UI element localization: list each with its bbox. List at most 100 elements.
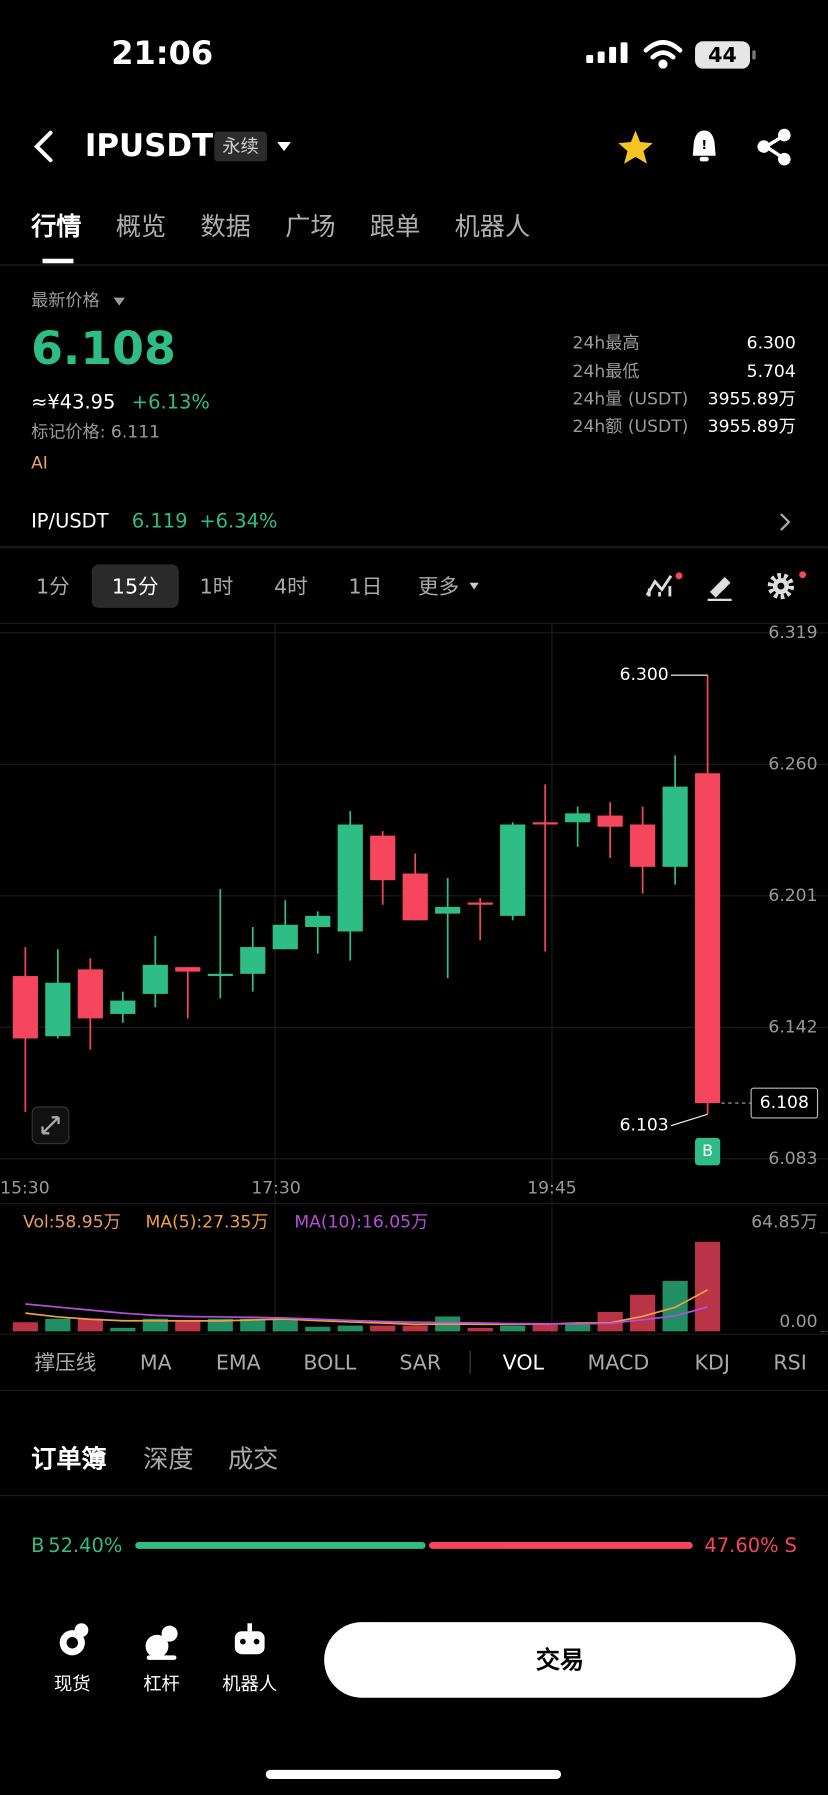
divider <box>0 1203 828 1205</box>
spot-pair[interactable]: IP/USDT <box>31 510 109 533</box>
volume-tick-label: 0.00 <box>779 1312 817 1332</box>
margin-icon[interactable] <box>145 1625 178 1660</box>
interval[interactable]: 4时 <box>274 574 308 598</box>
indicator[interactable]: MACD <box>587 1350 649 1374</box>
y-tick-label: 6.319 <box>768 623 817 643</box>
share-button[interactable] <box>757 128 791 166</box>
volume-bar <box>110 1327 136 1332</box>
interval[interactable]: 1分 <box>36 574 70 598</box>
price-change: +6.13% <box>132 390 210 413</box>
candle-body <box>12 976 38 1039</box>
stat-label: 24h量 (USDT) <box>573 390 689 410</box>
indicator-separator <box>469 1350 471 1374</box>
tab[interactable]: 跟单 <box>370 212 420 241</box>
settings-icon[interactable] <box>767 571 807 600</box>
volume-bar <box>337 1325 363 1332</box>
nav-label[interactable]: 机器人 <box>222 1674 277 1695</box>
spot-change: +6.34% <box>199 510 277 533</box>
spot-chevron[interactable] <box>780 513 791 531</box>
volume-bar <box>370 1325 396 1332</box>
indicator[interactable]: RSI <box>773 1350 806 1374</box>
chart-top-border <box>0 622 828 624</box>
symbol-dropdown[interactable] <box>277 141 291 152</box>
interval[interactable]: 15分 <box>112 574 159 598</box>
candle-body <box>565 813 591 823</box>
svg-text:!: ! <box>701 137 707 152</box>
orderbook-tab[interactable]: 深度 <box>143 1445 193 1474</box>
orderbook-tab[interactable]: 订单簿 <box>31 1445 107 1474</box>
bottom-nav: 现货 杠杆 机器人 <box>54 1674 277 1695</box>
y-tick-label: 6.260 <box>768 754 817 774</box>
favorite-star[interactable] <box>618 130 653 164</box>
candle-body <box>45 982 71 1037</box>
sell-tag: S <box>785 1534 797 1557</box>
low-label: 6.103 <box>620 1116 669 1136</box>
nav-label[interactable]: 杠杆 <box>143 1674 180 1695</box>
indicator-icon[interactable] <box>645 572 683 597</box>
symbol[interactable]: IPUSDT <box>85 128 213 164</box>
price-label-dropdown[interactable] <box>113 297 125 306</box>
more-dropdown[interactable] <box>469 582 479 590</box>
tab[interactable]: 数据 <box>201 212 251 241</box>
indicator[interactable]: KDJ <box>694 1350 729 1374</box>
battery-tip <box>752 50 756 60</box>
indicator[interactable]: SAR <box>399 1350 441 1374</box>
orderbook-tabs: 订单簿 深度 成交 <box>31 1445 278 1474</box>
high-label: 6.300 <box>620 665 669 685</box>
candle-body <box>207 973 233 977</box>
stat-value: 3955.89万 <box>708 417 796 437</box>
tab[interactable]: 概览 <box>116 212 166 241</box>
bot-icon[interactable] <box>234 1623 265 1655</box>
interval[interactable]: 更多 <box>418 574 459 598</box>
spot-icon[interactable] <box>59 1623 89 1656</box>
volume-tick-label: 64.85万 <box>751 1213 817 1233</box>
indicator[interactable]: MA <box>140 1350 172 1374</box>
tab[interactable]: 机器人 <box>455 212 531 241</box>
divider <box>0 1333 828 1335</box>
last-price-tag: 6.108 <box>760 1093 809 1113</box>
volume-bar <box>77 1318 103 1332</box>
active-tab-underline <box>42 258 74 264</box>
interval[interactable]: 1时 <box>200 574 234 598</box>
candle-body <box>435 906 461 914</box>
volume-bar <box>597 1311 623 1332</box>
trade-button-label[interactable]: 交易 <box>536 1646 584 1674</box>
back-button[interactable] <box>33 130 53 163</box>
indicator[interactable]: EMA <box>216 1350 261 1374</box>
stat-label: 24h额 (USDT) <box>573 417 689 437</box>
home-indicator <box>265 1769 562 1779</box>
divider <box>0 1389 828 1391</box>
buy-tag: B <box>31 1534 44 1557</box>
alert-bell[interactable]: ! <box>692 130 716 162</box>
volume-bar <box>467 1327 493 1332</box>
trade-button[interactable] <box>324 1622 796 1698</box>
nav-label[interactable]: 现货 <box>54 1674 91 1695</box>
interval-bar: 1分 15分 1时 4时 1日 更多 <box>36 574 459 598</box>
candle-body <box>597 815 623 827</box>
volume-legend: MA(10):16.05万 <box>294 1213 428 1233</box>
volume-bar <box>240 1318 266 1332</box>
tab[interactable]: 行情 <box>30 212 81 241</box>
candle-body <box>240 947 266 974</box>
volume-bar <box>207 1318 233 1332</box>
ai-label[interactable]: AI <box>31 454 48 474</box>
candle-body <box>630 824 656 867</box>
indicator[interactable]: VOL <box>503 1350 545 1374</box>
y-tick-label: 6.142 <box>768 1017 817 1037</box>
volume-bar <box>532 1324 558 1332</box>
interval[interactable]: 1日 <box>348 574 382 598</box>
indicator[interactable]: 撑压线 <box>35 1350 97 1374</box>
candle-body <box>110 1000 136 1014</box>
status-time: 21:06 <box>111 34 213 72</box>
battery-icon <box>695 41 750 69</box>
stat-value: 5.704 <box>747 362 796 382</box>
draw-icon[interactable] <box>707 576 732 602</box>
indicator[interactable]: BOLL <box>303 1350 356 1374</box>
fullscreen-button[interactable] <box>31 1106 70 1145</box>
orderbook-tab[interactable]: 成交 <box>228 1445 278 1474</box>
candle-body <box>695 773 721 1104</box>
volume-bar <box>12 1322 38 1332</box>
volume-bar <box>45 1318 71 1332</box>
tab[interactable]: 广场 <box>285 212 335 241</box>
